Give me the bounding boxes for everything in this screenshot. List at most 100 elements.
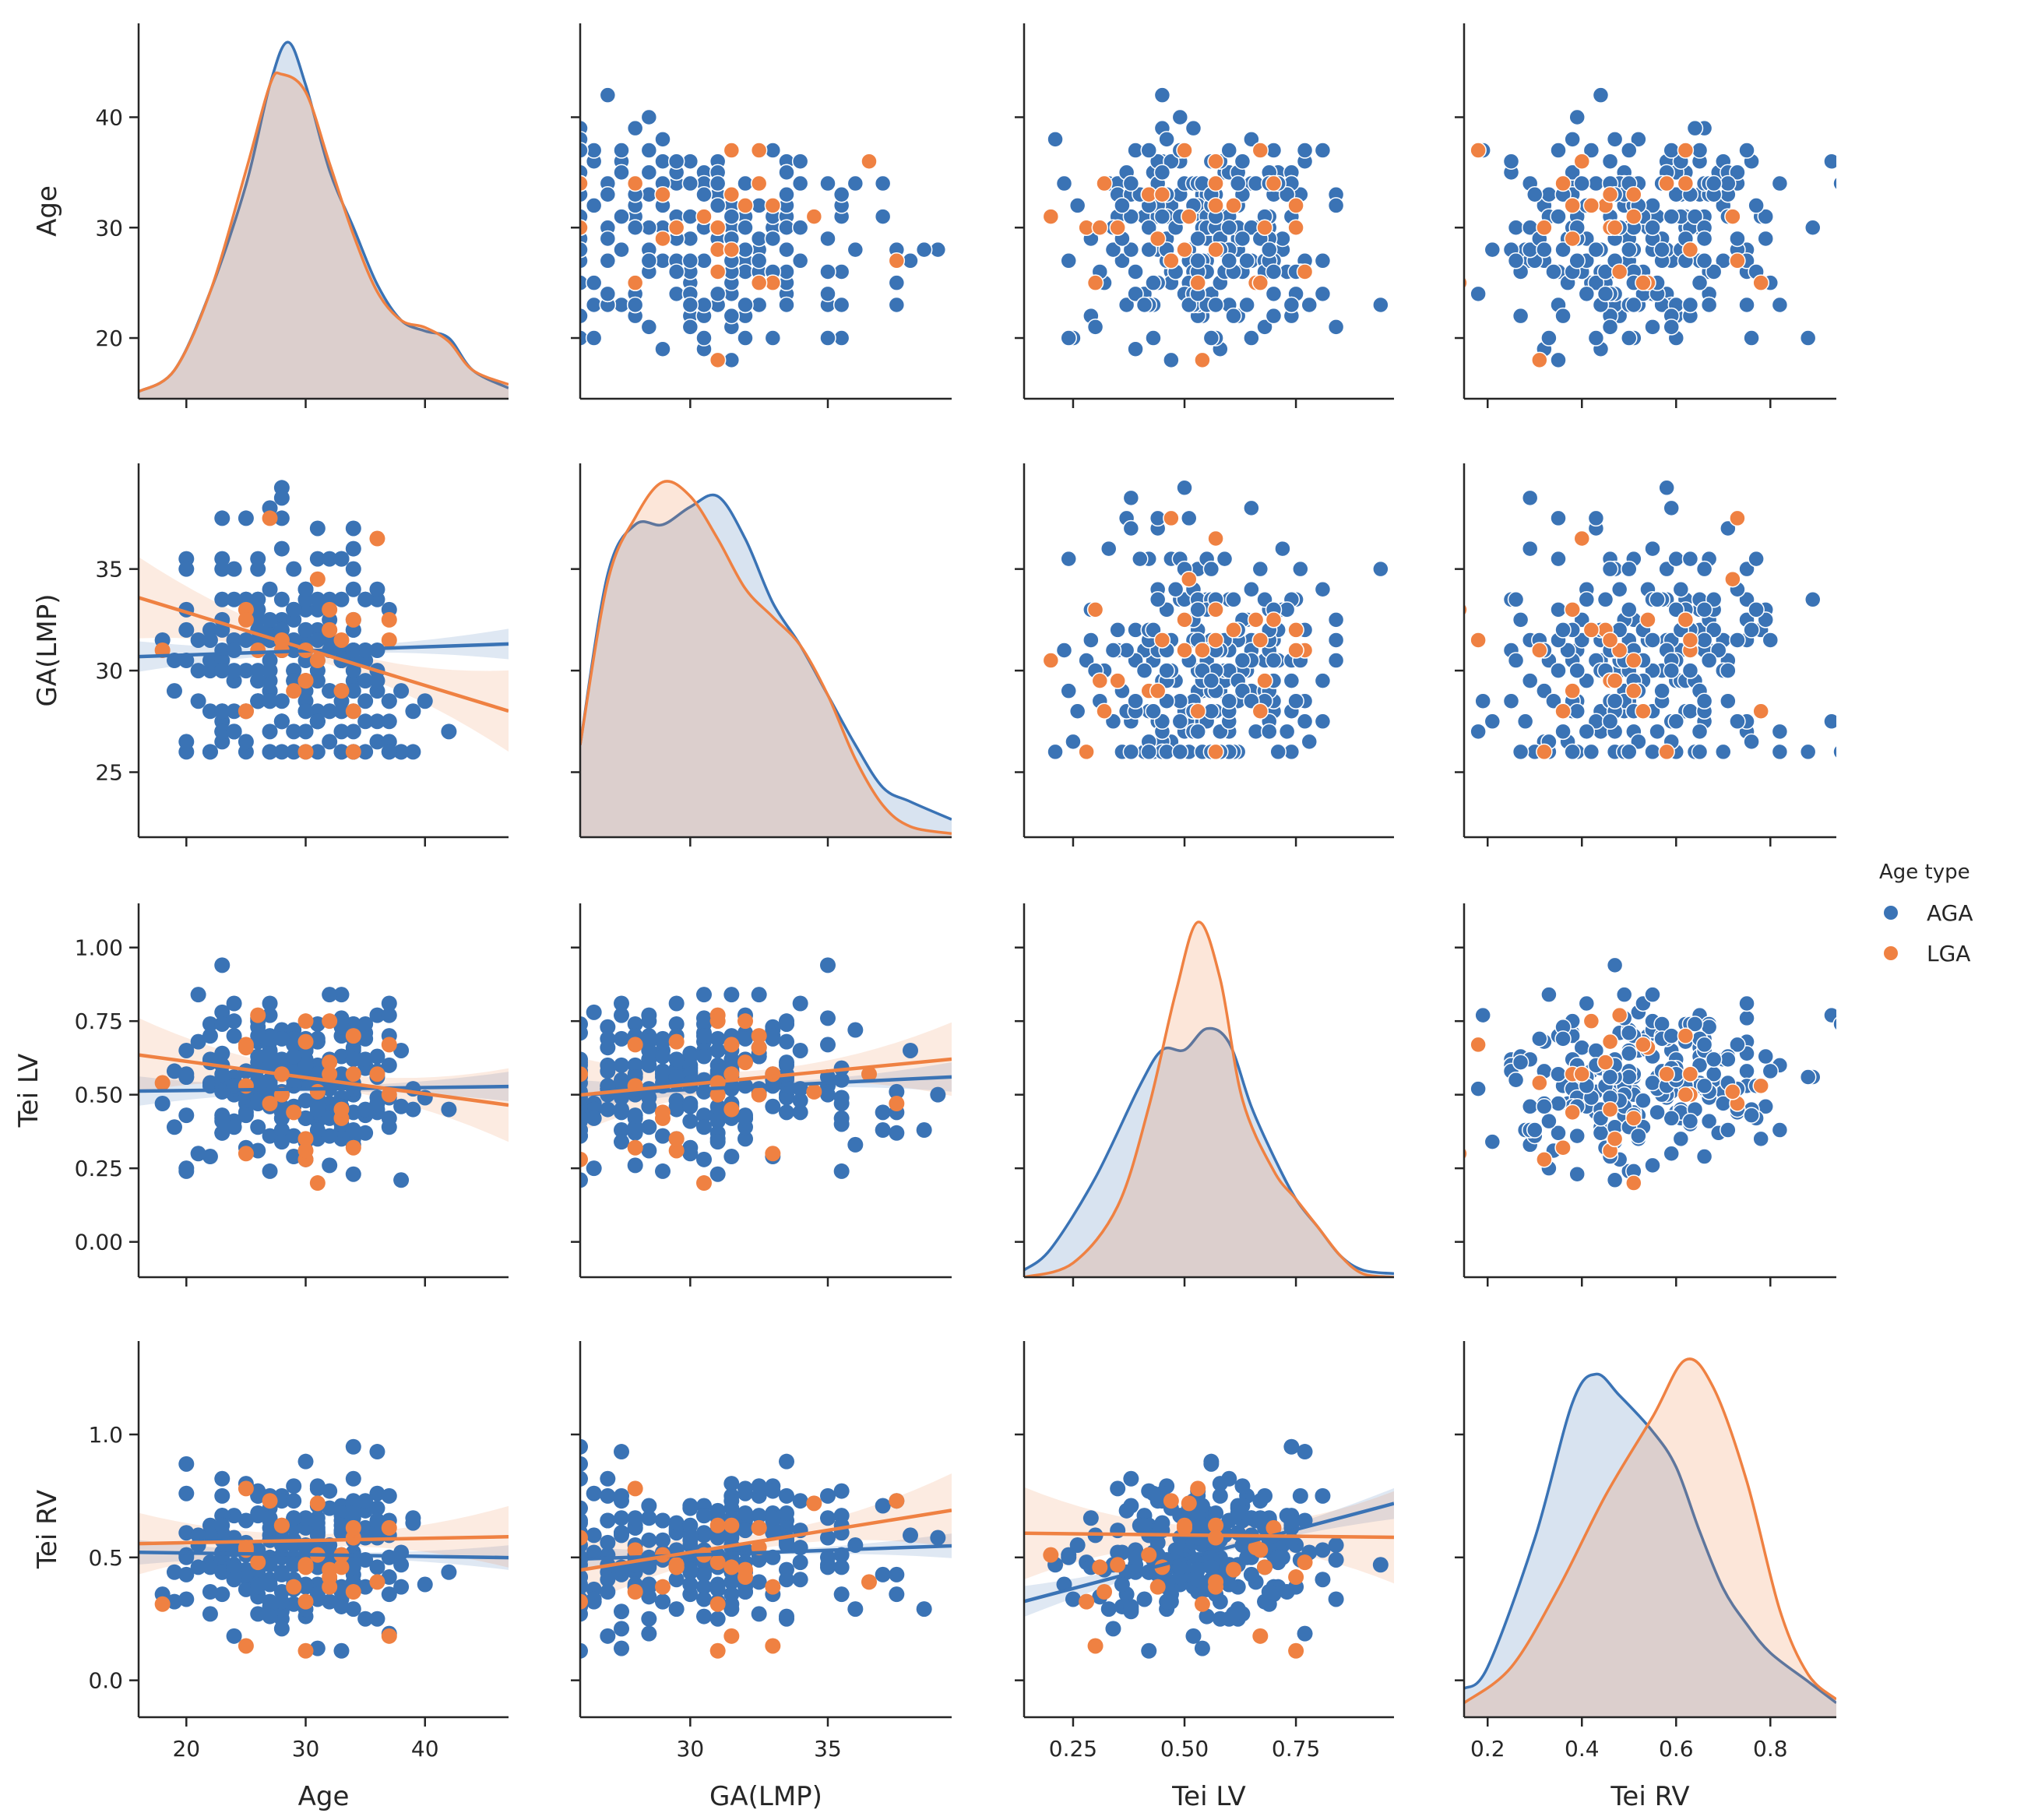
point-aga (696, 1119, 712, 1135)
point-aga (262, 663, 278, 679)
point-aga (357, 673, 374, 689)
point-lga (309, 1495, 326, 1512)
point-aga (1738, 142, 1755, 159)
point-aga (1328, 1551, 1344, 1568)
point-lga (322, 601, 338, 618)
point-aga (1140, 219, 1157, 237)
point-aga (1743, 733, 1760, 751)
point-aga (1470, 1080, 1487, 1097)
point-aga (1225, 307, 1242, 325)
y-tick-label: 0.0 (88, 1668, 123, 1694)
point-lga (381, 1037, 397, 1053)
point-aga (696, 1028, 712, 1044)
y-tick-label: 0.25 (75, 1156, 123, 1181)
panel-tei-lv-vs-tei-rv (1455, 903, 1836, 1287)
point-aga (1372, 296, 1389, 314)
point-lga (345, 1028, 361, 1044)
point-aga (202, 1016, 218, 1032)
point-aga (1705, 1051, 1723, 1068)
point-aga (1060, 682, 1077, 699)
point-aga (1606, 131, 1624, 148)
point-aga (393, 1098, 410, 1114)
point-aga (1804, 219, 1822, 237)
point-lga (1225, 197, 1242, 214)
point-aga (1771, 1121, 1789, 1139)
point-aga (1550, 351, 1567, 369)
point-lga (709, 1596, 726, 1612)
point-aga (641, 1510, 657, 1526)
point-aga (238, 510, 254, 526)
point-aga (262, 744, 278, 760)
point-aga (1208, 1505, 1224, 1521)
x-axis-label: Tei LV (1171, 1781, 1246, 1812)
point-aga (614, 1134, 629, 1150)
kde-fill-lga (580, 481, 952, 837)
point-aga (820, 1086, 836, 1103)
point-aga (1568, 1165, 1586, 1183)
point-aga (1550, 509, 1567, 527)
panel-tei-rv-vs-ga-lmp: 30 35 GA(LMP) (571, 1341, 952, 1812)
point-lga (751, 1086, 767, 1103)
point-lga (297, 1142, 314, 1159)
point-aga (1644, 319, 1661, 336)
point-aga (369, 1611, 385, 1627)
point-aga (627, 1057, 643, 1073)
point-aga (580, 1438, 588, 1455)
point-aga (613, 142, 630, 159)
point-aga (792, 1042, 808, 1058)
point-aga (1587, 174, 1605, 192)
point-lga (750, 142, 768, 159)
point-lga (1606, 219, 1624, 237)
point-aga (1047, 743, 1064, 761)
point-lga (1724, 570, 1741, 588)
point-aga (1512, 1054, 1529, 1071)
point-aga (250, 693, 266, 709)
point-aga (238, 734, 254, 750)
point-aga (1606, 1171, 1624, 1189)
point-aga (202, 1606, 218, 1622)
point-aga (1372, 1557, 1389, 1573)
point-aga (779, 1608, 794, 1625)
point-aga (1176, 479, 1193, 497)
point-aga (599, 230, 617, 248)
point-lga (1194, 351, 1211, 369)
point-aga (1663, 1145, 1680, 1163)
point-aga (832, 296, 850, 314)
point-aga (441, 1101, 457, 1118)
point-lga (580, 174, 589, 192)
point-aga (1159, 1593, 1175, 1610)
point-lga (709, 1554, 726, 1571)
point-aga (345, 1549, 361, 1565)
point-aga (1554, 621, 1572, 639)
point-aga (1592, 86, 1610, 104)
point-aga (214, 1470, 231, 1487)
point-aga (1672, 580, 1690, 598)
point-aga (1327, 611, 1345, 628)
point-lga (1288, 1642, 1304, 1659)
point-aga (1274, 540, 1291, 558)
point-aga (1314, 713, 1332, 730)
point-aga (682, 1146, 699, 1162)
point-aga (1140, 241, 1157, 259)
point-lga (1207, 153, 1224, 170)
point-aga (333, 1584, 350, 1600)
point-aga (190, 632, 206, 648)
point-aga (1695, 1148, 1713, 1165)
point-aga (641, 1532, 657, 1548)
point-aga (1327, 319, 1345, 336)
point-aga (875, 1566, 891, 1582)
point-lga (737, 1013, 753, 1030)
point-aga (580, 1172, 588, 1188)
point-aga (345, 663, 361, 679)
kde-fill-lga (1024, 921, 1394, 1277)
point-aga (202, 1149, 218, 1165)
point-lga (764, 197, 782, 214)
point-lga (297, 1131, 314, 1147)
point-aga (345, 581, 361, 597)
point-aga (238, 1566, 254, 1582)
point-aga (580, 1512, 588, 1529)
point-aga (709, 1502, 726, 1519)
point-aga (1110, 1480, 1126, 1497)
point-aga (820, 1549, 836, 1565)
point-aga (1279, 1584, 1295, 1600)
